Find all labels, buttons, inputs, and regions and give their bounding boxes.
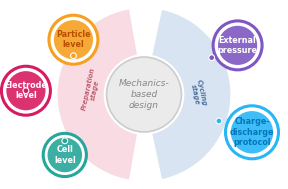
Wedge shape [152,10,230,179]
Circle shape [231,111,273,153]
Circle shape [216,118,222,124]
Circle shape [226,106,278,159]
Wedge shape [58,9,137,180]
Circle shape [218,26,257,65]
Text: Mechanics-
based
design: Mechanics- based design [119,79,169,110]
Text: Cycling
stage: Cycling stage [189,79,207,108]
Text: Charge-
discharge
protocol: Charge- discharge protocol [230,117,274,147]
Text: Cell
level: Cell level [54,145,76,165]
Circle shape [6,71,46,110]
Circle shape [48,138,82,172]
Circle shape [107,57,181,132]
Circle shape [49,15,98,64]
Circle shape [62,138,68,144]
Circle shape [43,133,86,177]
Circle shape [71,53,76,59]
Text: Electrode
level: Electrode level [5,81,47,100]
Text: External
pressure: External pressure [218,36,257,55]
Circle shape [213,21,262,70]
Text: Preparation
stage: Preparation stage [81,67,102,113]
Circle shape [1,66,50,115]
Text: Particle
level: Particle level [56,30,91,49]
Circle shape [209,55,215,60]
Circle shape [23,88,29,94]
Circle shape [54,20,93,59]
